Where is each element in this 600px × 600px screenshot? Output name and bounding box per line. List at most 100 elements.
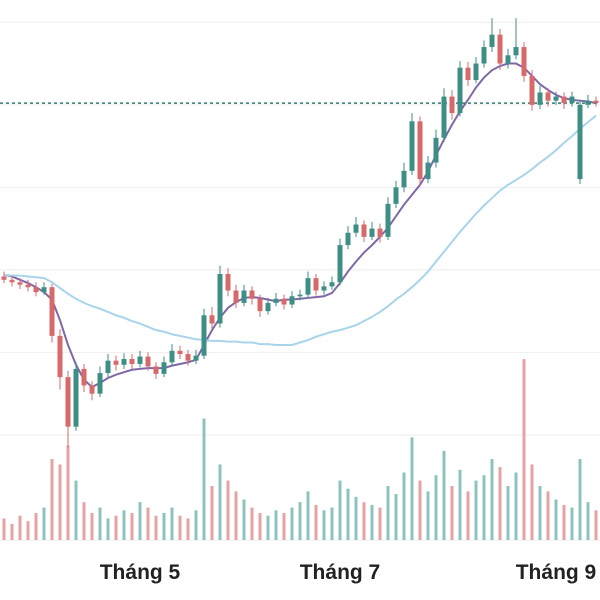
candle-body	[129, 359, 135, 364]
candle-body	[177, 350, 183, 355]
candle-body	[41, 287, 47, 293]
candle-body	[209, 315, 215, 324]
volume-bar	[498, 467, 502, 540]
candle-body	[185, 354, 191, 361]
candle-body	[273, 298, 279, 303]
candle-body	[513, 47, 519, 56]
candle-body	[585, 100, 591, 105]
volume-bar	[178, 515, 182, 540]
volume-bar	[490, 459, 494, 540]
candle-body	[257, 298, 263, 312]
volume-bar	[530, 464, 534, 540]
volume-bar	[538, 486, 542, 540]
candle-body	[169, 350, 175, 363]
candle-body	[401, 170, 407, 188]
candle-body	[97, 373, 103, 394]
volume-bar	[450, 486, 454, 540]
candle-body	[457, 67, 463, 114]
candle-body	[465, 67, 471, 81]
volume-bar	[546, 491, 550, 540]
volume-bar	[418, 480, 422, 540]
candle-body	[409, 121, 415, 171]
volume-bar	[570, 507, 574, 540]
candle-body	[345, 232, 351, 246]
candle-body	[201, 315, 207, 356]
candle-body	[489, 34, 495, 48]
volume-bar	[266, 515, 270, 540]
candle-body	[1, 276, 7, 280]
volume-bar	[18, 515, 22, 540]
volume-bar	[314, 504, 318, 540]
volume-bar	[210, 486, 214, 540]
volume-bar	[90, 513, 94, 540]
candle-body	[393, 187, 399, 204]
volume-bar	[10, 523, 14, 540]
candle-body	[81, 368, 87, 386]
volume-bar	[98, 507, 102, 540]
candle-body	[361, 224, 367, 237]
candle-body	[329, 282, 335, 287]
candle-body	[433, 137, 439, 163]
candle-body	[137, 356, 143, 364]
volume-bar	[362, 502, 366, 540]
candle-body	[241, 290, 247, 303]
x-tick-label: Tháng 7	[300, 561, 381, 584]
volume-bar	[394, 494, 398, 540]
volume-bar	[282, 513, 286, 540]
volume-bar	[186, 518, 190, 540]
candle-body	[153, 366, 159, 374]
volume-bar	[114, 515, 118, 540]
x-tick-label: Tháng 9	[516, 561, 597, 584]
volume-bar	[138, 502, 142, 540]
candle-body	[217, 274, 223, 324]
x-tick-label: Tháng 5	[100, 561, 181, 584]
volume-bar	[122, 510, 126, 540]
volume-bar	[202, 418, 206, 540]
volume-bar	[426, 491, 430, 540]
volume-bar	[258, 513, 262, 540]
volume-bar	[370, 504, 374, 540]
candle-body	[553, 96, 559, 101]
volume-bar	[170, 507, 174, 540]
candle-body	[537, 92, 543, 105]
volume-bar	[42, 507, 46, 540]
volume-bar	[298, 502, 302, 540]
moving-average-line	[3, 114, 597, 346]
candle-body	[473, 63, 479, 81]
volume-bar	[402, 472, 406, 540]
candle-body	[121, 359, 127, 365]
candle-body	[289, 296, 295, 305]
volume-bar	[434, 475, 438, 540]
volume-bar	[482, 475, 486, 540]
volume-bar	[58, 464, 62, 540]
candle-body	[529, 75, 535, 105]
candle-body	[89, 385, 95, 394]
candle-body	[113, 360, 119, 365]
candle-body	[297, 294, 303, 297]
candle-body	[265, 302, 271, 312]
volume-bar	[506, 486, 510, 540]
volume-bar	[322, 510, 326, 540]
candle-body	[337, 245, 343, 283]
candle-body	[321, 286, 327, 291]
candle-body	[225, 274, 231, 291]
candle-body	[161, 362, 167, 374]
candle-body	[593, 100, 599, 104]
candle-body	[353, 224, 359, 233]
candle-body	[481, 47, 487, 64]
volume-bar	[50, 459, 54, 540]
candle-body	[561, 96, 567, 104]
candle-body	[577, 104, 583, 180]
volume-bar	[234, 491, 238, 540]
volume-bar	[2, 518, 6, 540]
candle-body	[305, 278, 311, 295]
candle-body	[569, 96, 575, 104]
candle-body	[65, 377, 71, 427]
volume-bar	[514, 472, 518, 540]
candle-body	[49, 287, 55, 336]
candle-body	[313, 278, 319, 291]
volume-bar	[226, 480, 230, 540]
candle-body	[377, 228, 383, 237]
volume-bar	[354, 496, 358, 540]
